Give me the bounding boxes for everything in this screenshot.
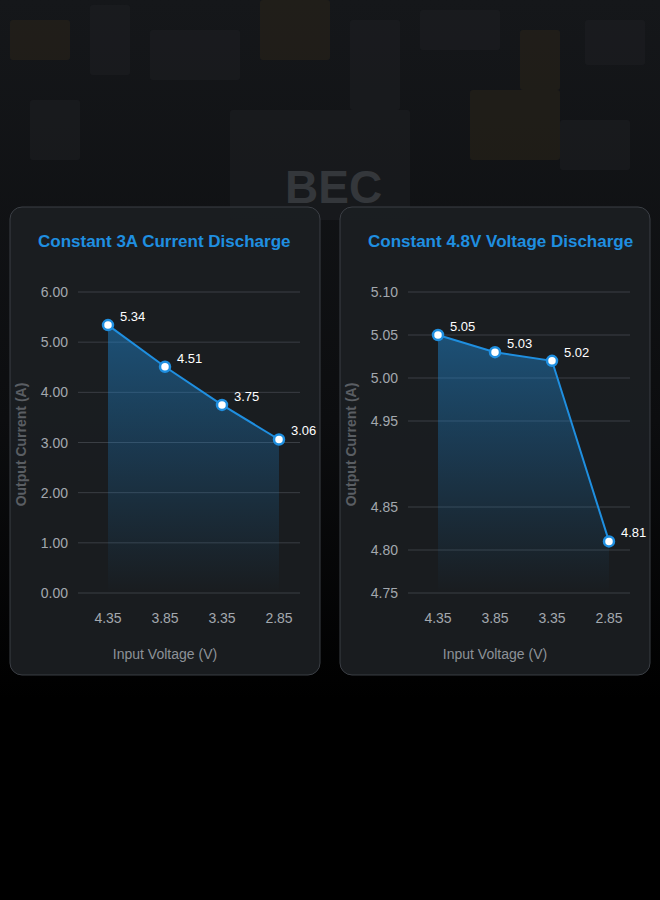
panel-frame bbox=[10, 207, 320, 675]
data-label: 5.34 bbox=[120, 309, 145, 324]
background-text: BEC bbox=[285, 161, 382, 213]
x-tick-label: 3.85 bbox=[481, 610, 508, 626]
data-label: 5.03 bbox=[507, 336, 532, 351]
data-label: 3.06 bbox=[291, 423, 316, 438]
board-component bbox=[260, 0, 330, 60]
grid-line bbox=[78, 292, 300, 293]
board-component bbox=[90, 5, 130, 75]
chart-panel: Constant 4.8V Voltage Discharge 4.75 4.80 4… bbox=[340, 207, 650, 675]
y-tick-label: 4.75 bbox=[371, 585, 398, 601]
data-label: 4.51 bbox=[177, 351, 202, 366]
board-component bbox=[30, 100, 80, 160]
line bbox=[438, 335, 609, 541]
board-component bbox=[520, 30, 560, 90]
y-axis-title: Output Current (A) bbox=[13, 383, 29, 507]
board-component bbox=[420, 10, 500, 50]
x-tick-label: 3.35 bbox=[538, 610, 565, 626]
point bbox=[490, 347, 500, 357]
y-tick-label: 0.00 bbox=[41, 585, 68, 601]
y-tick-label: 5.00 bbox=[41, 334, 68, 350]
point bbox=[160, 362, 170, 372]
board-component bbox=[350, 20, 400, 110]
panel-frame bbox=[340, 207, 650, 675]
y-tick-label: 5.05 bbox=[371, 327, 398, 343]
board-component bbox=[560, 120, 630, 170]
y-tick-label: 1.00 bbox=[41, 535, 68, 551]
board-component bbox=[470, 90, 560, 160]
point bbox=[274, 434, 284, 444]
board-component bbox=[230, 110, 410, 220]
x-tick-label: 3.85 bbox=[151, 610, 178, 626]
chart-title: Constant 3A Current Discharge bbox=[38, 232, 291, 251]
background bbox=[0, 0, 660, 900]
board-component bbox=[150, 30, 240, 80]
point bbox=[217, 400, 227, 410]
x-tick-label: 3.35 bbox=[208, 610, 235, 626]
line-area bbox=[438, 335, 609, 593]
line-area bbox=[108, 325, 279, 593]
grid-line bbox=[408, 292, 630, 293]
y-tick-label: 5.00 bbox=[371, 370, 398, 386]
data-label: 4.81 bbox=[621, 525, 646, 540]
x-axis-title: Input Voltage (V) bbox=[113, 646, 217, 662]
y-tick-label: 5.10 bbox=[371, 284, 398, 300]
chart-panel: Constant 3A Current Discharge 0.00 1.00 2.0… bbox=[10, 207, 320, 675]
y-tick-label: 6.00 bbox=[41, 284, 68, 300]
y-axis-title: Output Current (A) bbox=[343, 383, 359, 507]
x-tick-label: 4.35 bbox=[424, 610, 451, 626]
point bbox=[433, 330, 443, 340]
point bbox=[103, 320, 113, 330]
board-component bbox=[585, 20, 645, 65]
y-tick-label: 3.00 bbox=[41, 435, 68, 451]
x-tick-label: 2.85 bbox=[595, 610, 622, 626]
marks bbox=[103, 320, 284, 593]
y-tick-label: 4.95 bbox=[371, 413, 398, 429]
y-tick-label: 2.00 bbox=[41, 485, 68, 501]
y-tick-label: 4.80 bbox=[371, 542, 398, 558]
y-tick-label: 4.00 bbox=[41, 384, 68, 400]
point bbox=[547, 356, 557, 366]
data-label: 5.05 bbox=[450, 319, 475, 334]
board-component bbox=[10, 20, 70, 60]
point bbox=[604, 536, 614, 546]
page: BEC Constant 3A Current Discharge 0.00 1.00… bbox=[0, 0, 660, 900]
data-label: 5.02 bbox=[564, 345, 589, 360]
x-tick-label: 2.85 bbox=[265, 610, 292, 626]
chart-title: Constant 4.8V Voltage Discharge bbox=[368, 232, 633, 251]
marks bbox=[433, 330, 614, 593]
y-tick-label: 4.85 bbox=[371, 499, 398, 515]
data-label: 3.75 bbox=[234, 389, 259, 404]
x-tick-label: 4.35 bbox=[94, 610, 121, 626]
line bbox=[108, 325, 279, 439]
x-axis-title: Input Voltage (V) bbox=[443, 646, 547, 662]
board-backdrop bbox=[0, 0, 660, 700]
